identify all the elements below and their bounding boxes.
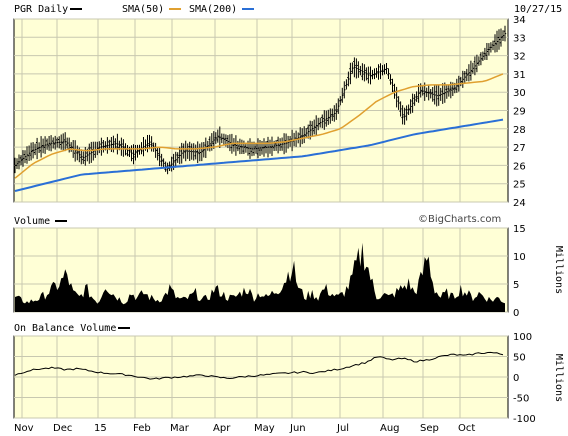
x-axis-label: Nov (14, 423, 34, 434)
x-axis-label: Jun (289, 423, 306, 434)
volume-y-tick: 0 (513, 308, 519, 319)
price-y-tick: 27 (513, 143, 526, 154)
x-axis-label: Aug (380, 423, 400, 434)
watermark: ©BigCharts.com (418, 214, 501, 225)
obv-y-tick: 100 (513, 332, 532, 343)
price-y-tick: 30 (513, 88, 526, 99)
price-y-tick: 32 (513, 52, 526, 63)
price-y-ticks: 24 25 26 27 28 29 30 31 32 33 34 (513, 15, 526, 209)
price-y-tick: 26 (513, 161, 526, 172)
obv-y-tick: 50 (513, 353, 526, 364)
volume-legend-marker (55, 220, 67, 222)
x-axis-label: Mar (170, 423, 190, 434)
price-y-tick: 25 (513, 180, 526, 191)
sma50-line (14, 73, 504, 179)
obv-y-tick: -50 (513, 394, 529, 405)
volume-ylabel: Millions (553, 246, 564, 294)
obv-legend-marker (118, 327, 130, 329)
sma200-legend: SMA(200) (189, 4, 237, 15)
volume-y-tick: 10 (513, 252, 526, 263)
price-y-tick: 33 (513, 33, 526, 44)
obv-ylabel: Millions (553, 354, 564, 402)
obv-grid (14, 335, 508, 419)
obv-title: On Balance Volume (14, 323, 116, 334)
sma50-legend: SMA(50) (122, 4, 164, 15)
price-y-tick: 29 (513, 107, 526, 118)
volume-title: Volume (14, 216, 50, 227)
price-y-tick: 28 (513, 125, 526, 136)
x-axis-label: Apr (213, 423, 231, 434)
price-y-tick: 31 (513, 70, 526, 81)
x-axis-labels: Nov Dec 15 Feb Mar Apr May Jun Jul Aug Sep Oct (14, 423, 475, 434)
price-legend-marker (70, 8, 82, 10)
sma50-legend-marker (169, 8, 181, 10)
volume-area (15, 242, 505, 312)
x-axis-label: Jul (336, 423, 349, 434)
volume-y-ticks: 0 5 10 15 (513, 224, 526, 319)
x-axis-label: May (254, 423, 275, 434)
obv-y-tick: -100 (513, 414, 536, 425)
sma200-legend-marker (242, 8, 254, 10)
price-title: PGR Daily (14, 4, 68, 15)
x-axis-label: 15 (94, 423, 107, 434)
volume-y-tick: 15 (513, 224, 526, 235)
volume-y-tick: 5 (513, 280, 519, 291)
obv-y-ticks: -100 -50 0 50 100 (513, 332, 536, 425)
sma200-line (14, 118, 504, 192)
price-bars (13, 25, 507, 175)
price-y-tick: 34 (513, 15, 526, 26)
x-axis-label: Oct (458, 423, 475, 434)
obv-y-tick: 0 (513, 373, 519, 384)
x-axis-label: Sep (420, 423, 439, 434)
chart-date: 10/27/15 (514, 4, 562, 15)
obv-line (14, 351, 504, 380)
price-y-tick: 24 (513, 198, 526, 209)
x-axis-label: Feb (133, 423, 151, 434)
x-axis-label: Dec (53, 423, 72, 434)
